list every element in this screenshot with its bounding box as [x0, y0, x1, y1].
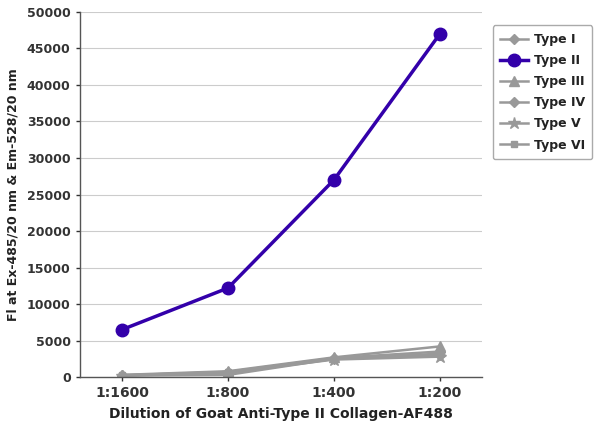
Type I — [224, 372, 232, 377]
Line: Type VI: Type VI — [119, 350, 443, 379]
Type IV — [224, 369, 232, 374]
Line: Type I: Type I — [119, 352, 443, 379]
Type I — [436, 353, 443, 358]
Type VI — [224, 370, 232, 375]
Type III — [331, 355, 338, 360]
Type III — [436, 344, 443, 349]
Type IV — [436, 349, 443, 354]
Type II — [224, 285, 232, 291]
Type IV — [331, 356, 338, 361]
Line: Type V: Type V — [116, 351, 446, 382]
Type V — [436, 354, 443, 359]
Type II — [331, 177, 338, 182]
Type VI — [331, 356, 338, 361]
Y-axis label: Fl at Ex-485/20 nm & Em-528/20 nm: Fl at Ex-485/20 nm & Em-528/20 nm — [7, 68, 20, 321]
Type III — [224, 369, 232, 374]
X-axis label: Dilution of Goat Anti-Type II Collagen-AF488: Dilution of Goat Anti-Type II Collagen-A… — [109, 407, 453, 421]
Line: Type IV: Type IV — [119, 348, 443, 379]
Type VI — [118, 373, 125, 378]
Type I — [118, 373, 125, 378]
Type VI — [436, 351, 443, 356]
Type I — [331, 356, 338, 361]
Line: Type II: Type II — [116, 27, 446, 336]
Type V — [331, 357, 338, 362]
Type V — [118, 373, 125, 378]
Type III — [118, 372, 125, 377]
Type II — [436, 31, 443, 36]
Type IV — [118, 373, 125, 378]
Type V — [224, 370, 232, 375]
Type II — [118, 327, 125, 332]
Line: Type III: Type III — [117, 342, 445, 380]
Legend: Type I, Type II, Type III, Type IV, Type V, Type VI: Type I, Type II, Type III, Type IV, Type… — [493, 26, 592, 159]
